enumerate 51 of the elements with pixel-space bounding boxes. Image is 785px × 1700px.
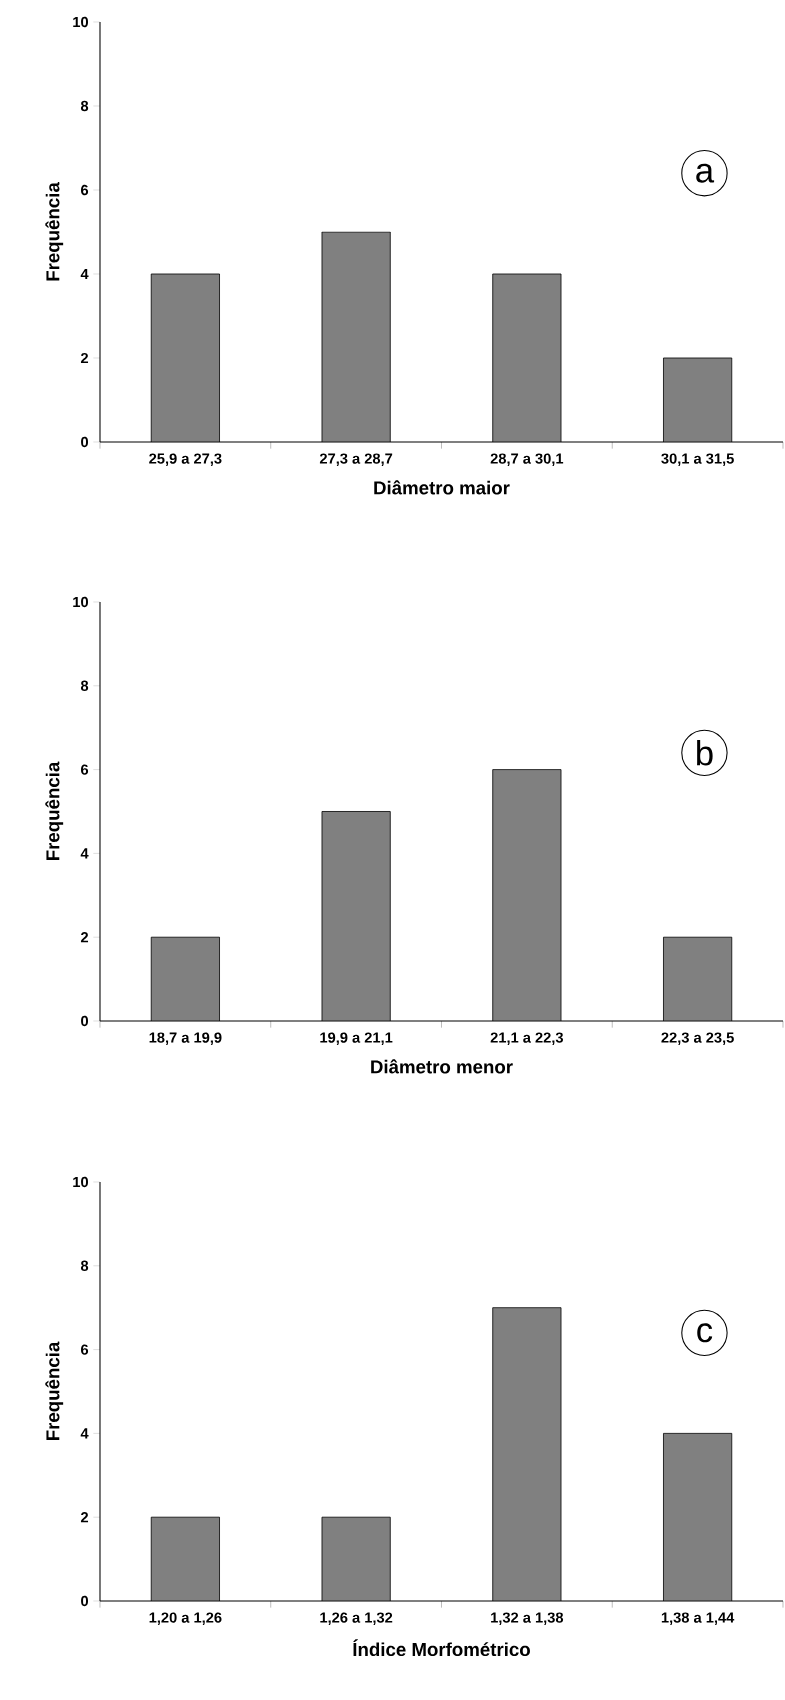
x-tick-label: 27,3 a 28,7 (319, 453, 393, 466)
y-tick-label: 8 (80, 100, 89, 112)
bar (321, 811, 391, 1021)
y-tick-label: 8 (80, 1260, 89, 1271)
y-axis-title: Frequência (45, 761, 64, 861)
y-tick-label: 0 (81, 436, 89, 448)
y-tick-label: 0 (81, 1015, 89, 1027)
bar (151, 274, 220, 442)
bar (492, 274, 562, 442)
y-tick-label: 2 (80, 1512, 89, 1523)
x-axis-title: Índice Morfométrico (353, 1639, 530, 1657)
y-tick-label: 4 (80, 268, 89, 280)
annotation: c (697, 1323, 713, 1343)
x-tick-label: 25,9 a 27,3 (149, 453, 222, 466)
x-axis-title: Diâmetro menor (371, 1059, 513, 1074)
y-tick-label: 4 (80, 1428, 89, 1439)
y-tick-label: 6 (81, 764, 89, 775)
y-tick-label: 0 (81, 1595, 89, 1607)
y-tick-label: 10 (73, 1176, 89, 1188)
y-tick-label: 8 (80, 680, 89, 691)
bar (492, 769, 562, 1021)
annotation: b (697, 740, 713, 766)
x-tick-label: 1,20 a 1,26 (149, 1612, 222, 1625)
bar (321, 232, 391, 442)
y-tick-label: 2 (80, 932, 89, 943)
x-axis-title: Diâmetro maior (374, 480, 510, 495)
bar (321, 1517, 391, 1601)
y-tick-label: 4 (80, 848, 89, 859)
x-tick-label: 1,32 a 1,38 (491, 1612, 564, 1625)
y-tick-label: 6 (81, 184, 89, 196)
bar (663, 357, 733, 442)
annotation: a (696, 163, 715, 183)
x-tick-label: 19,9 a 21,1 (320, 1032, 393, 1045)
x-tick-label: 18,7 a 19,9 (149, 1032, 222, 1045)
x-tick-label: 30,1 a 31,5 (661, 453, 734, 466)
y-tick-label: 10 (73, 16, 89, 28)
bar (663, 1432, 733, 1601)
x-tick-label: 1,38 a 1,44 (661, 1612, 735, 1625)
y-tick-label: 6 (81, 1344, 89, 1355)
bar (663, 936, 733, 1021)
x-tick-label: 21,1 a 22,3 (490, 1032, 564, 1045)
bar (151, 937, 220, 1021)
bar (151, 1517, 220, 1601)
x-tick-label: 28,7 a 30,1 (490, 453, 564, 466)
x-tick-label: 1,26 a 1,32 (320, 1612, 393, 1625)
x-tick-label: 22,3 a 23,5 (661, 1032, 734, 1045)
y-axis-title: Frequência (45, 1341, 64, 1441)
y-tick-label: 10 (73, 596, 89, 608)
y-tick-label: 2 (80, 352, 89, 364)
bar (492, 1307, 562, 1601)
y-axis-title: Frequência (45, 182, 64, 281)
